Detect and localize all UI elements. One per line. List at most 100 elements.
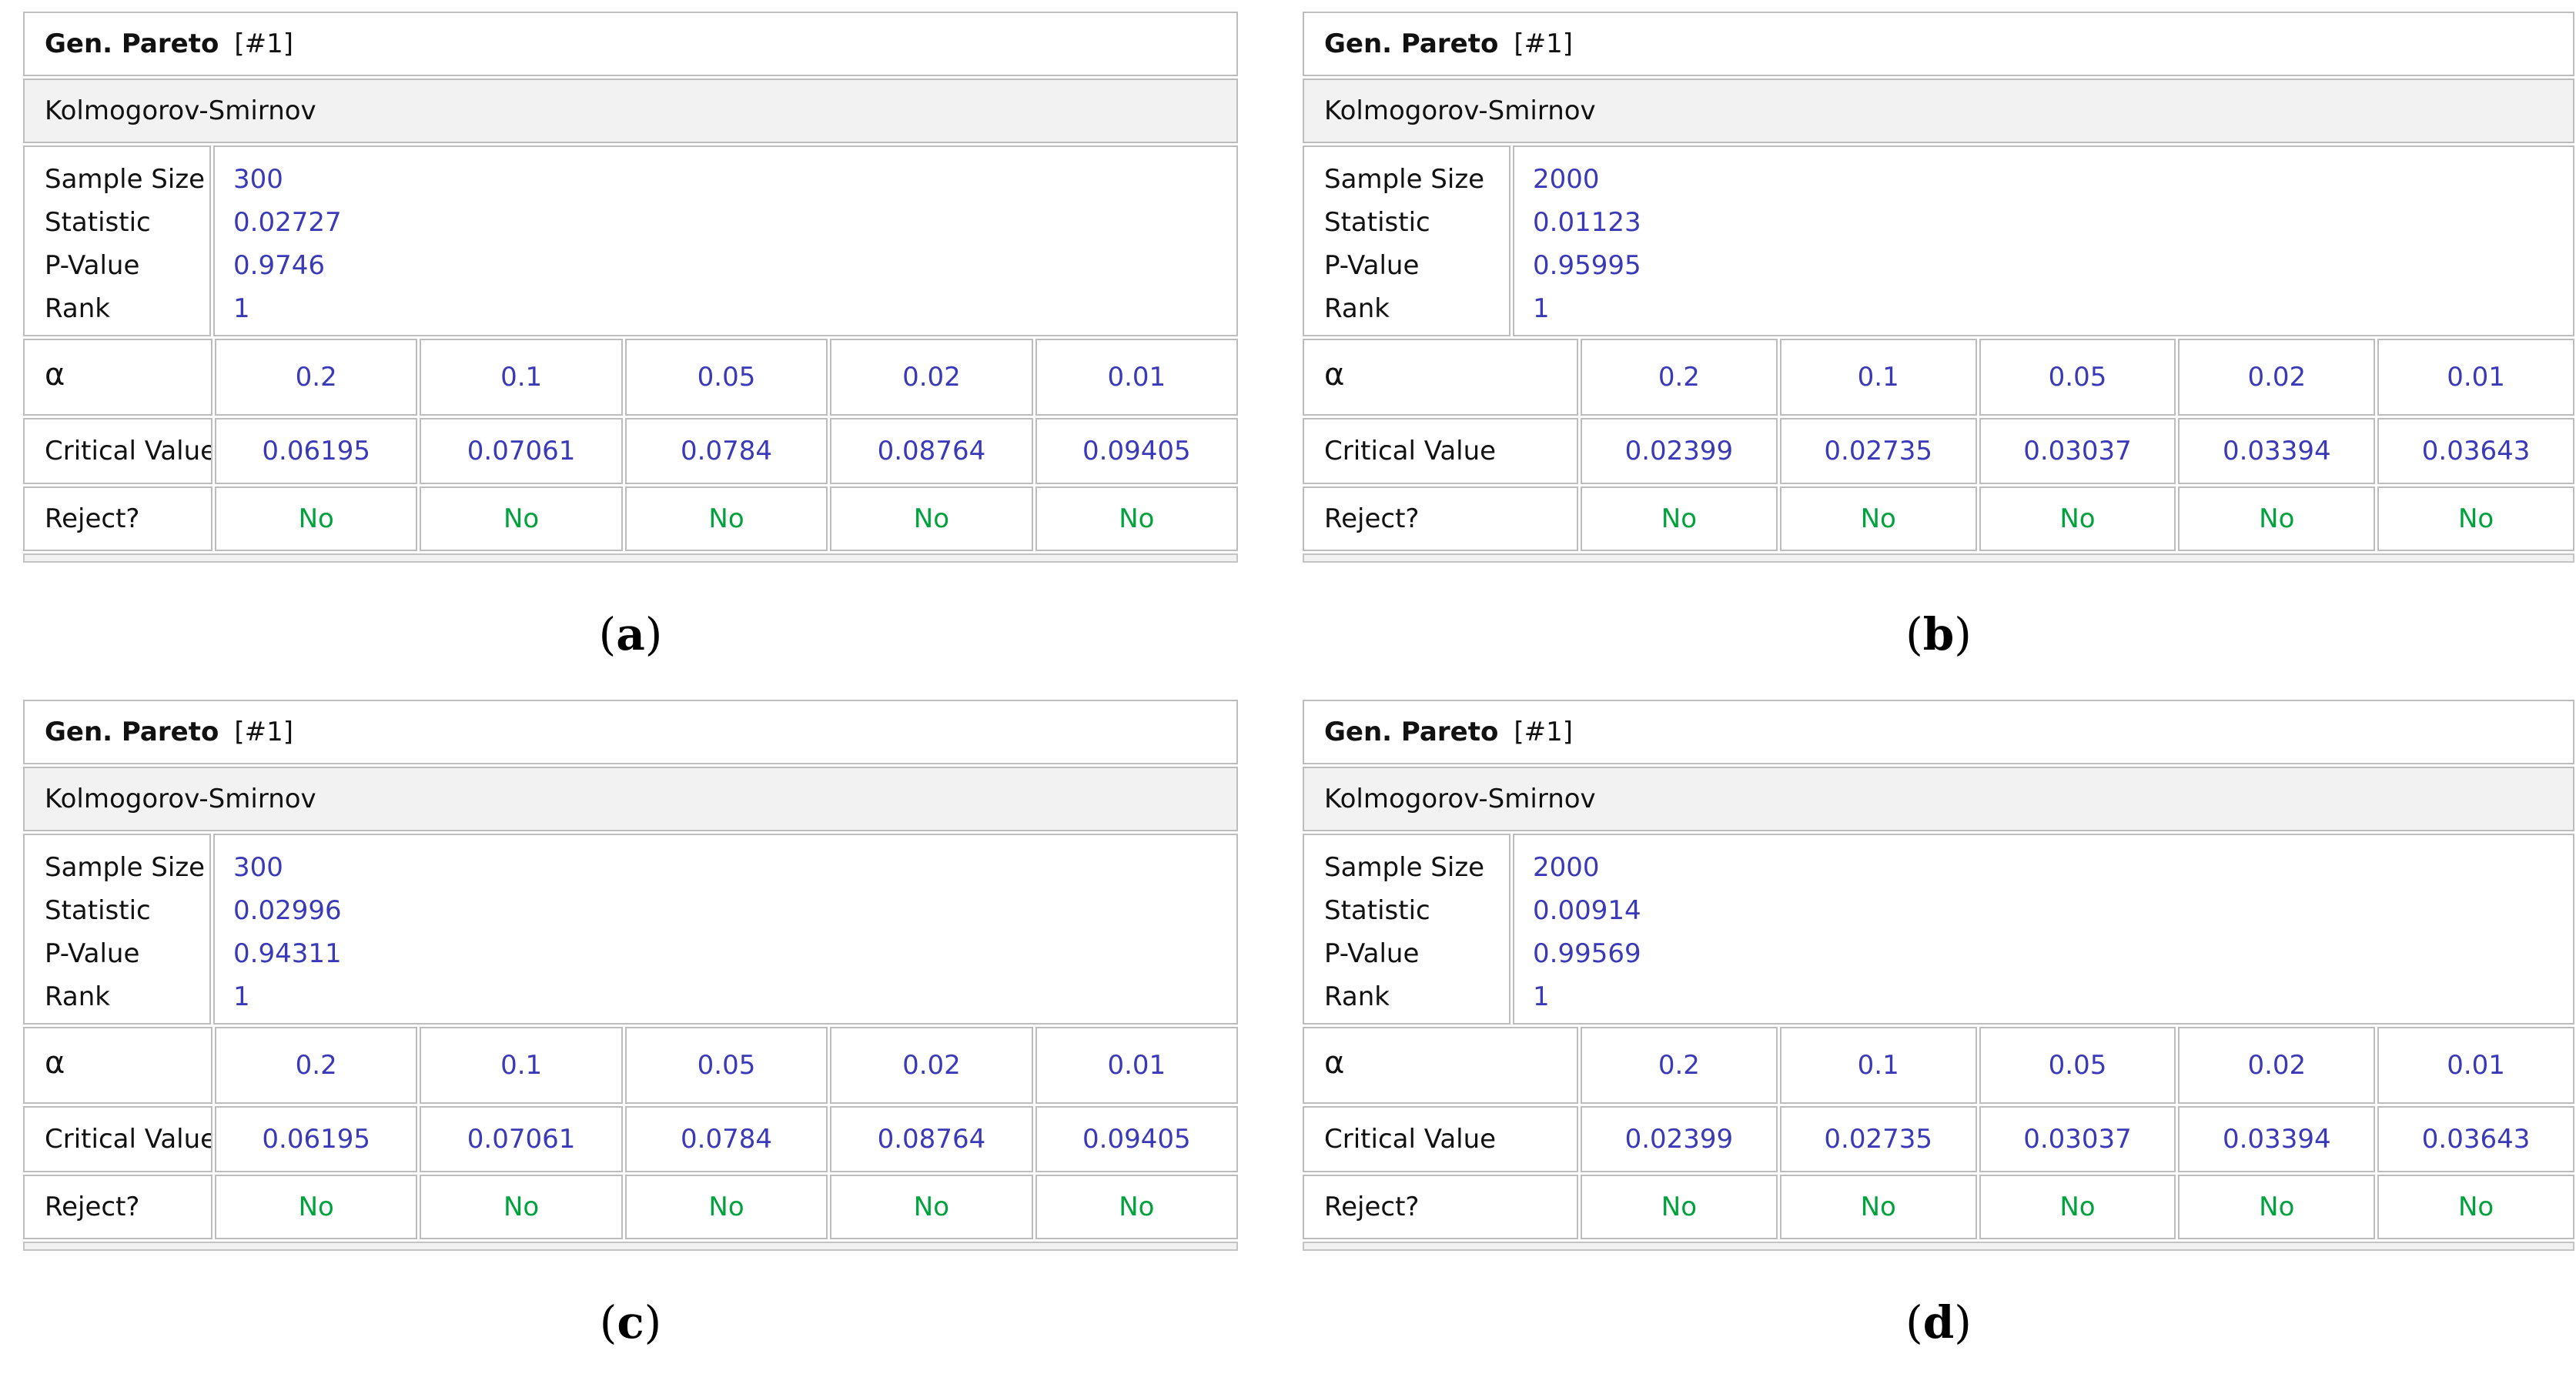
title-row: Gen. Pareto [#1] <box>1303 700 2574 764</box>
reject-label: Reject? <box>1303 1175 1578 1239</box>
p-value-label: P-Value <box>45 938 140 969</box>
test-name-row: Kolmogorov-Smirnov <box>23 79 1238 143</box>
alpha-value: 0.2 <box>1581 339 1778 416</box>
result-panel: Gen. Pareto [#1] Kolmogorov-Smirnov Samp… <box>1303 12 2574 700</box>
critical-value: 0.08764 <box>830 1106 1033 1172</box>
reject-value: No <box>830 1175 1033 1239</box>
goodness-of-fit-table: Gen. Pareto [#1] Kolmogorov-Smirnov Samp… <box>1303 700 2574 1251</box>
critical-value: 0.03643 <box>2377 418 2574 484</box>
alpha-value: 0.01 <box>2377 1027 2574 1104</box>
test-name-header: Kolmogorov-Smirnov <box>1303 79 2574 143</box>
reject-value: No <box>215 1175 418 1239</box>
subfigure-letter: b <box>1922 608 1955 660</box>
alpha-label: α <box>23 339 212 416</box>
critical-value-row: Critical Value 0.02399 0.02735 0.03037 0… <box>1303 1106 2574 1172</box>
stats-values: 2000 0.00914 0.99569 1 <box>1513 834 2574 1025</box>
alpha-value: 0.05 <box>1979 1027 2176 1104</box>
stats-row: Sample Size Statistic P-Value Rank 2000 … <box>1303 145 2574 336</box>
cutoff-next-section-strip <box>23 1242 1238 1251</box>
stats-labels: Sample Size Statistic P-Value Rank <box>1303 834 1510 1025</box>
subfigure-caption: (a) <box>598 608 663 660</box>
reject-value: No <box>1581 1175 1778 1239</box>
rank-label: Rank <box>45 981 110 1012</box>
stats-values: 300 0.02996 0.94311 1 <box>213 834 1238 1025</box>
sample-size-label: Sample Size <box>1324 852 1485 883</box>
alpha-label: α <box>23 1027 212 1104</box>
rank-label: Rank <box>1324 981 1390 1012</box>
test-name-header: Kolmogorov-Smirnov <box>23 79 1238 143</box>
critical-value: 0.06195 <box>215 418 418 484</box>
p-value-label: P-Value <box>1324 938 1420 969</box>
reject-value: No <box>1581 486 1778 551</box>
distribution-index: [#1] <box>234 717 293 747</box>
title-row: Gen. Pareto [#1] <box>23 12 1238 76</box>
reject-value: No <box>420 486 623 551</box>
critical-value: 0.0784 <box>624 418 828 484</box>
distribution-title: Gen. Pareto [#1] <box>1303 700 2574 764</box>
alpha-value: 0.1 <box>1779 1027 1977 1104</box>
p-value-value: 0.99569 <box>1533 938 1641 969</box>
alpha-value: 0.05 <box>624 339 828 416</box>
critical-value-label: Critical Value <box>23 1106 212 1172</box>
reject-value: No <box>624 486 828 551</box>
subfigure-letter: c <box>617 1296 644 1349</box>
alpha-value: 0.02 <box>830 1027 1033 1104</box>
stats-row: Sample Size Statistic P-Value Rank 300 0… <box>23 834 1238 1025</box>
statistic-value: 0.02727 <box>233 207 342 238</box>
title-row: Gen. Pareto [#1] <box>1303 12 2574 76</box>
reject-value: No <box>420 1175 623 1239</box>
alpha-value: 0.1 <box>1779 339 1977 416</box>
sample-size-label: Sample Size <box>45 852 206 883</box>
alpha-row: α 0.2 0.1 0.05 0.02 0.01 <box>1303 339 2574 416</box>
reject-value: No <box>624 1175 828 1239</box>
rank-value: 1 <box>233 981 250 1012</box>
statistic-label: Statistic <box>45 207 151 238</box>
critical-value-label: Critical Value <box>23 418 212 484</box>
critical-value: 0.08764 <box>830 418 1033 484</box>
reject-value: No <box>1779 1175 1977 1239</box>
subfigure-caption: (b) <box>1905 608 1972 660</box>
alpha-value: 0.02 <box>830 339 1033 416</box>
distribution-index: [#1] <box>1514 717 1573 747</box>
reject-value: No <box>2377 1175 2574 1239</box>
critical-value: 0.03643 <box>2377 1106 2574 1172</box>
critical-value-row: Critical Value 0.06195 0.07061 0.0784 0.… <box>23 418 1239 484</box>
rank-value: 1 <box>1533 293 1550 324</box>
subfigure-letter: a <box>616 608 645 660</box>
critical-value: 0.02735 <box>1779 1106 1977 1172</box>
cutoff-next-section-row <box>23 1242 1238 1251</box>
critical-value: 0.09405 <box>1035 1106 1239 1172</box>
p-value-value: 0.95995 <box>1533 250 1641 281</box>
p-value-label: P-Value <box>45 250 140 281</box>
critical-value: 0.02735 <box>1779 418 1977 484</box>
stats-labels: Sample Size Statistic P-Value Rank <box>23 834 211 1025</box>
alpha-value: 0.01 <box>1035 1027 1239 1104</box>
rank-value: 1 <box>233 293 250 324</box>
critical-value: 0.03037 <box>1979 1106 2176 1172</box>
alpha-row: α 0.2 0.1 0.05 0.02 0.01 <box>1303 1027 2574 1104</box>
critical-value: 0.03394 <box>2178 418 2376 484</box>
sample-size-value: 300 <box>233 164 283 195</box>
distribution-name: Gen. Pareto <box>45 28 219 59</box>
subfigure-caption: (d) <box>1905 1296 1972 1349</box>
reject-label: Reject? <box>1303 486 1578 551</box>
alpha-value: 0.01 <box>1035 339 1239 416</box>
result-panel: Gen. Pareto [#1] Kolmogorov-Smirnov Samp… <box>23 700 1239 1388</box>
p-value-value: 0.94311 <box>233 938 342 969</box>
alpha-value: 0.05 <box>624 1027 828 1104</box>
distribution-name: Gen. Pareto <box>45 717 219 747</box>
critical-value: 0.02399 <box>1581 418 1778 484</box>
rank-value: 1 <box>1533 981 1550 1012</box>
goodness-of-fit-table: Gen. Pareto [#1] Kolmogorov-Smirnov Samp… <box>23 700 1239 1251</box>
rank-label: Rank <box>1324 293 1390 324</box>
distribution-index: [#1] <box>1514 28 1573 59</box>
sample-size-label: Sample Size <box>45 164 206 195</box>
statistic-value: 0.00914 <box>1533 895 1641 926</box>
critical-value-label: Critical Value <box>1303 1106 1578 1172</box>
reject-value: No <box>1035 486 1239 551</box>
result-panel: Gen. Pareto [#1] Kolmogorov-Smirnov Samp… <box>1303 700 2574 1388</box>
result-panel: Gen. Pareto [#1] Kolmogorov-Smirnov Samp… <box>23 12 1239 700</box>
distribution-name: Gen. Pareto <box>1324 717 1499 747</box>
reject-value: No <box>830 486 1033 551</box>
